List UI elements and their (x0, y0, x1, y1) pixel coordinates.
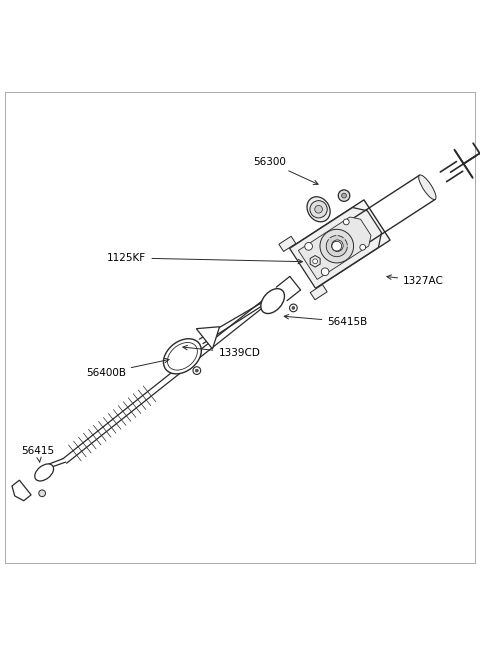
Polygon shape (196, 327, 219, 349)
Ellipse shape (419, 175, 436, 200)
Ellipse shape (164, 339, 201, 374)
Text: 56300: 56300 (253, 157, 318, 185)
Polygon shape (291, 200, 390, 287)
Polygon shape (299, 217, 371, 280)
Circle shape (305, 242, 312, 250)
Circle shape (292, 307, 295, 309)
Ellipse shape (307, 196, 330, 222)
Ellipse shape (168, 343, 197, 370)
Circle shape (360, 244, 366, 250)
Polygon shape (310, 284, 327, 300)
Polygon shape (310, 255, 320, 267)
Circle shape (315, 206, 323, 213)
Polygon shape (12, 480, 31, 500)
Circle shape (321, 268, 329, 276)
Circle shape (332, 240, 343, 252)
Polygon shape (279, 236, 296, 252)
Circle shape (313, 259, 318, 264)
Ellipse shape (35, 464, 54, 481)
Text: 56415: 56415 (22, 446, 55, 462)
Circle shape (320, 229, 354, 263)
Text: 56400B: 56400B (86, 358, 169, 378)
Circle shape (343, 219, 349, 225)
Circle shape (342, 193, 347, 198)
Polygon shape (289, 208, 382, 288)
Circle shape (332, 241, 342, 251)
Circle shape (332, 241, 342, 251)
Circle shape (310, 200, 327, 218)
Text: 1327AC: 1327AC (387, 275, 444, 286)
Text: 56415B: 56415B (284, 314, 368, 327)
Circle shape (195, 369, 198, 372)
Circle shape (326, 236, 348, 257)
Ellipse shape (261, 289, 285, 314)
Text: 1339CD: 1339CD (183, 345, 260, 358)
Circle shape (338, 190, 350, 201)
Text: 1125KF: 1125KF (107, 253, 302, 264)
Circle shape (39, 490, 46, 496)
Circle shape (193, 367, 201, 375)
Circle shape (289, 304, 297, 312)
